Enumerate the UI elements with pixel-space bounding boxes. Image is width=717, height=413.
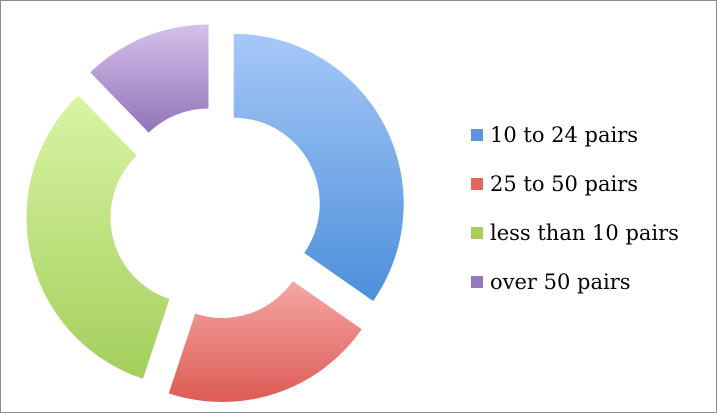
legend-swatch-10-to-24-pairs [471, 129, 483, 141]
legend-item-25-to-50-pairs: 25 to 50 pairs [471, 172, 679, 196]
legend-label-less-than-10-pairs: less than 10 pairs [490, 221, 679, 245]
slice-25-to-50-pairs [168, 281, 362, 402]
legend-item-over-50-pairs: over 50 pairs [471, 270, 679, 294]
slice-less-than-10-pairs [26, 95, 170, 379]
slice-over-50-pairs [90, 24, 209, 133]
donut-chart [26, 24, 404, 402]
chart-legend: 10 to 24 pairs 25 to 50 pairs less than … [471, 123, 679, 319]
legend-label-10-to-24-pairs: 10 to 24 pairs [490, 123, 639, 147]
legend-swatch-25-to-50-pairs [471, 178, 483, 190]
legend-swatch-less-than-10-pairs [471, 227, 483, 239]
legend-label-25-to-50-pairs: 25 to 50 pairs [490, 172, 639, 196]
legend-swatch-over-50-pairs [471, 276, 483, 288]
legend-item-less-than-10-pairs: less than 10 pairs [471, 221, 679, 245]
legend-item-10-to-24-pairs: 10 to 24 pairs [471, 123, 679, 147]
legend-label-over-50-pairs: over 50 pairs [490, 270, 631, 294]
slice-10-to-24-pairs [233, 33, 404, 302]
